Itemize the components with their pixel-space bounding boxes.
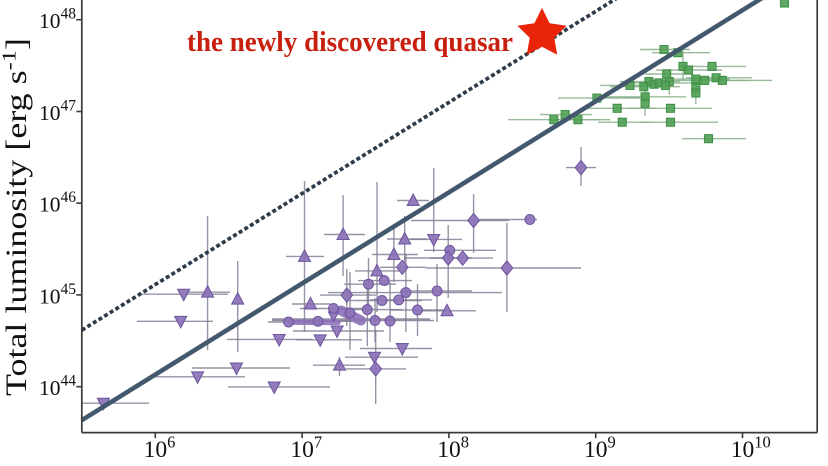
- svg-text:1047: 1047: [39, 98, 76, 126]
- svg-text:Total luminosity [erg s-1]: Total luminosity [erg s-1]: [0, 38, 33, 396]
- svg-text:the newly discovered quasar: the newly discovered quasar: [187, 27, 513, 58]
